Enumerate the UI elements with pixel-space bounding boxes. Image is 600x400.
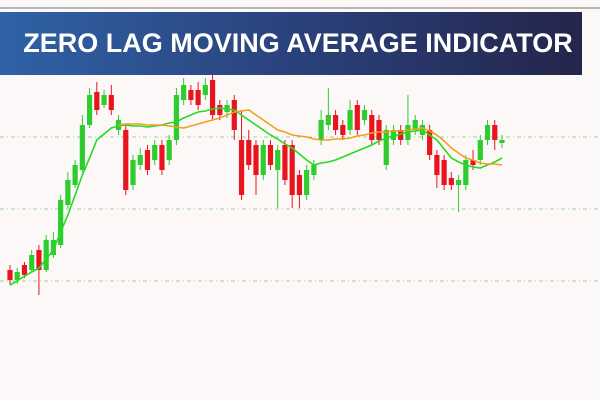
candle-body	[361, 110, 368, 120]
candle-body	[296, 175, 303, 195]
candle-body	[94, 92, 100, 110]
candle-body	[195, 90, 201, 105]
candle-body	[340, 125, 346, 135]
candle-body	[383, 130, 389, 165]
candle-body	[65, 180, 71, 205]
candle-body	[311, 165, 317, 175]
candle-body	[484, 125, 491, 140]
candle-body	[144, 150, 151, 170]
candle-body	[7, 270, 13, 280]
candle-body	[390, 130, 397, 140]
indicator-line	[118, 109, 503, 166]
candle-body	[173, 95, 180, 140]
candle-body	[477, 140, 483, 160]
candle-body	[231, 100, 237, 130]
candle-body	[332, 115, 339, 130]
candle-body	[101, 95, 107, 105]
chart-title: ZERO LAG MOVING AVERAGE INDICATOR	[23, 28, 573, 58]
candle-body	[267, 145, 274, 165]
candle-body	[376, 120, 382, 140]
candle-body	[246, 140, 252, 165]
candle-body	[58, 200, 64, 245]
candle-body	[202, 85, 208, 95]
candle-body	[448, 178, 454, 185]
candle-body	[152, 145, 158, 160]
candle-body	[166, 140, 172, 160]
indicator-line	[9, 107, 503, 286]
candle-body	[79, 125, 85, 170]
candle-body	[434, 155, 440, 175]
candle-body	[369, 115, 375, 140]
candle-body	[43, 240, 49, 270]
candle-body	[275, 150, 281, 170]
candle-body	[470, 160, 476, 165]
candle-body	[398, 130, 404, 140]
candle-body	[14, 272, 20, 280]
candle-body	[21, 265, 28, 275]
title-banner	[0, 12, 582, 75]
candle-body	[137, 155, 143, 165]
candle-body	[492, 125, 498, 140]
candle-body	[217, 105, 223, 115]
candle-body	[347, 110, 353, 130]
candle-body	[463, 160, 469, 185]
candle-body	[123, 130, 129, 190]
candle-body	[282, 145, 288, 180]
candle-body	[318, 120, 324, 140]
candle-body	[86, 95, 93, 125]
candle-body	[304, 170, 310, 195]
candle-body	[441, 160, 447, 185]
candle-body	[325, 115, 331, 125]
candle-body	[50, 240, 57, 255]
candle-body	[209, 80, 216, 115]
candle-body	[427, 130, 433, 155]
candle-body	[455, 180, 462, 185]
candle-body	[412, 120, 418, 130]
candle-body	[238, 140, 245, 195]
candle-body	[253, 145, 259, 175]
candle-body	[499, 140, 505, 143]
candle-body	[181, 85, 187, 100]
candle-body	[354, 105, 360, 130]
candle-body	[36, 250, 42, 270]
candle-body	[108, 95, 114, 110]
candle-body	[159, 145, 165, 170]
candle-body	[72, 165, 78, 185]
candle-body	[260, 145, 266, 175]
candle-body	[289, 145, 295, 195]
candle-body	[188, 90, 194, 100]
candle-body	[29, 255, 35, 270]
candle-body	[130, 160, 136, 185]
